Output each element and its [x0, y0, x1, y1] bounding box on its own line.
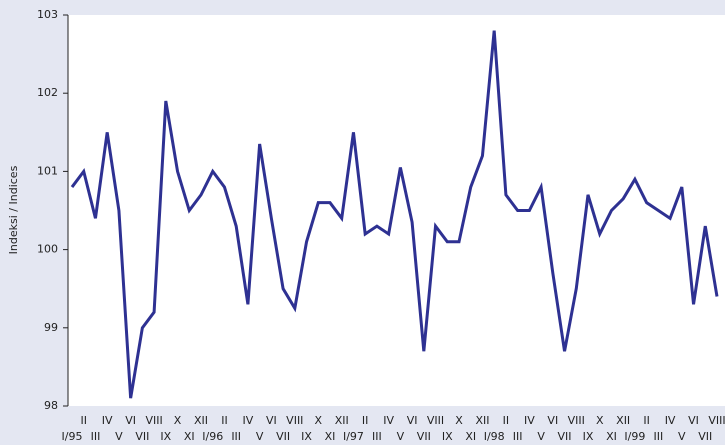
- x-tick-label: III: [372, 430, 382, 443]
- x-tick-label: III: [231, 430, 241, 443]
- x-tick-label: V: [678, 430, 686, 443]
- plot-area: [68, 15, 725, 406]
- x-tick-label: VIII: [568, 414, 585, 427]
- x-tick-label: VIII: [708, 414, 725, 427]
- x-tick-label: I/97: [343, 430, 364, 443]
- x-tick-label: I/98: [484, 430, 505, 443]
- x-tick-label: IX: [583, 430, 594, 443]
- y-axis-label: Indeksi / Indices: [7, 165, 20, 254]
- x-tick-label: II: [80, 414, 87, 427]
- y-tick-label: 102: [37, 86, 58, 99]
- x-tick-label: I/96: [202, 430, 223, 443]
- x-tick-label: XII: [475, 414, 489, 427]
- x-tick-label: V: [397, 430, 405, 443]
- x-tick-label: IV: [524, 414, 535, 427]
- x-tick-label: VI: [266, 414, 277, 427]
- y-tick-label: 99: [44, 321, 58, 334]
- x-tick-label: IX: [160, 430, 171, 443]
- x-tick-label: V: [256, 430, 264, 443]
- x-tick-label: V: [537, 430, 545, 443]
- y-tick-label: 100: [37, 243, 58, 256]
- x-tick-label: II: [643, 414, 650, 427]
- x-tick-label: I/95: [62, 430, 83, 443]
- x-tick-label: VI: [688, 414, 699, 427]
- x-tick-label: III: [513, 430, 523, 443]
- x-tick-label: XII: [335, 414, 349, 427]
- x-tick-label: X: [455, 414, 463, 427]
- x-tick-label: XI: [184, 430, 195, 443]
- x-tick-label: IV: [665, 414, 676, 427]
- x-tick-label: IX: [301, 430, 312, 443]
- x-tick-label: X: [596, 414, 604, 427]
- x-tick-label: X: [174, 414, 182, 427]
- x-tick-label: VII: [698, 430, 712, 443]
- x-tick-label: XI: [606, 430, 617, 443]
- x-tick-label: I/99: [624, 430, 645, 443]
- x-tick-label: III: [653, 430, 663, 443]
- y-tick-label: 101: [37, 164, 58, 177]
- x-tick-label: X: [314, 414, 322, 427]
- x-tick-label: II: [221, 414, 228, 427]
- x-tick-label: VII: [417, 430, 431, 443]
- x-tick-label: IV: [102, 414, 113, 427]
- x-tick-label: IV: [383, 414, 394, 427]
- x-tick-label: VI: [125, 414, 136, 427]
- data-line: [70, 30, 719, 399]
- x-tick-label: VIII: [427, 414, 444, 427]
- x-tick-label: V: [115, 430, 123, 443]
- x-tick-label: IX: [442, 430, 453, 443]
- x-tick-label: XII: [194, 414, 208, 427]
- x-tick-label: VI: [547, 414, 558, 427]
- x-tick-label: II: [503, 414, 510, 427]
- x-tick-label: II: [362, 414, 369, 427]
- x-tick-label: VI: [407, 414, 418, 427]
- y-tick-label: 98: [44, 399, 58, 412]
- x-tick-label: VII: [276, 430, 290, 443]
- x-tick-label: IV: [243, 414, 254, 427]
- x-tick-label: XI: [325, 430, 336, 443]
- x-tick-label: XII: [616, 414, 630, 427]
- x-tick-label: XI: [465, 430, 476, 443]
- x-tick-label: VIII: [286, 414, 303, 427]
- y-tick-label: 103: [37, 8, 58, 21]
- x-tick-label: III: [91, 430, 101, 443]
- x-tick-label: VII: [558, 430, 572, 443]
- x-tick-label: VIII: [145, 414, 162, 427]
- x-tick-label: VII: [135, 430, 149, 443]
